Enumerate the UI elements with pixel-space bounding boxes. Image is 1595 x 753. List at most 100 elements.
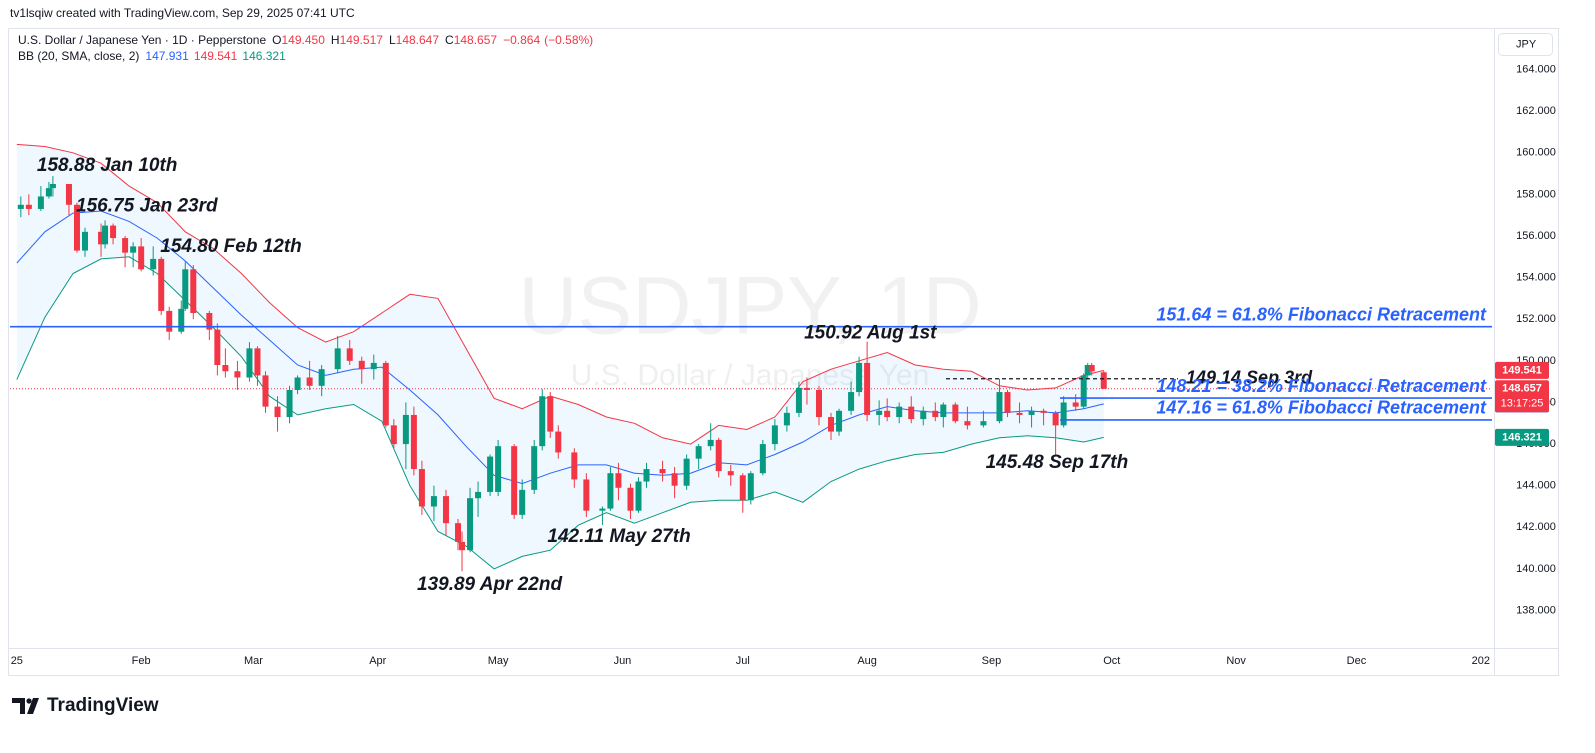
candle-body	[262, 375, 269, 407]
candle-body	[98, 231, 105, 245]
candle-body	[739, 475, 746, 501]
candle-body	[150, 258, 157, 270]
candle-body	[166, 310, 173, 332]
indicator-value: 146.321	[242, 49, 286, 63]
candle-body	[122, 238, 129, 253]
candle-body	[643, 469, 650, 482]
candle-body	[920, 410, 927, 420]
candle-body	[828, 417, 835, 432]
y-tick-label: 158.000	[1516, 188, 1556, 200]
annotation: 156.75 Jan 23rd	[76, 195, 218, 216]
x-tick-label: Mar	[244, 655, 263, 667]
candle-body	[178, 308, 185, 332]
y-tick-label: 152.000	[1516, 313, 1556, 325]
chart-frame	[8, 28, 1559, 676]
ohlc-value: 148.657	[454, 33, 498, 47]
candle-body	[932, 410, 939, 418]
candle-body	[1004, 392, 1011, 413]
watermark-symbol: USDJPY, 1D	[518, 261, 981, 352]
x-tick-label: Nov	[1226, 655, 1246, 667]
currency-label[interactable]: JPY	[1516, 38, 1537, 50]
candle-body	[980, 421, 987, 426]
candle-body	[459, 541, 466, 551]
candle-body	[442, 496, 449, 524]
price-tag-label: 146.321	[1502, 431, 1542, 443]
y-tick-label: 154.000	[1516, 272, 1556, 284]
candle-body	[65, 183, 72, 205]
level-label: 148.21 = 38.2% Fibonacci Retracement	[1156, 376, 1487, 396]
countdown-label: 13:17:25	[1501, 398, 1544, 410]
x-tick-label: Aug	[857, 655, 877, 667]
candle-body	[876, 410, 883, 415]
x-tick-label: May	[488, 655, 509, 667]
candle-body	[727, 471, 734, 476]
candle-body	[222, 365, 229, 372]
candle-body	[82, 231, 89, 251]
band-lower-line	[16, 256, 1104, 570]
candle-body	[583, 479, 590, 511]
candle-body	[1072, 402, 1079, 407]
indicator-value: 147.931	[145, 49, 189, 63]
candle-body	[370, 362, 377, 370]
y-tick-label: 144.000	[1516, 480, 1556, 492]
candle-body	[306, 377, 313, 386]
price-tag	[1495, 428, 1549, 446]
candle-body	[607, 473, 614, 509]
candle-body	[190, 269, 197, 313]
candle-body	[952, 404, 959, 422]
candle-body	[25, 204, 32, 209]
candle-body	[599, 508, 606, 511]
candle-body	[73, 204, 80, 251]
x-tick-label: Sep	[982, 655, 1002, 667]
symbol-legend: U.S. Dollar / Japanese Yen · 1D · Pepper…	[18, 33, 593, 47]
band-fill	[16, 144, 1104, 569]
candle-body	[659, 469, 666, 474]
candle-body	[884, 410, 891, 418]
candle-body	[1028, 410, 1035, 415]
x-tick-label: Jul	[736, 655, 750, 667]
candle-body	[519, 489, 526, 515]
candle-body	[896, 406, 903, 418]
candle-body	[286, 389, 293, 418]
x-tick-label: Oct	[1103, 655, 1120, 667]
x-tick-label: 202	[1472, 655, 1490, 667]
ohlc-value: 148.647	[396, 33, 440, 47]
currency-button[interactable]	[1498, 33, 1553, 56]
ohlc-prefix: C	[445, 33, 454, 47]
candle-body	[487, 456, 494, 492]
y-tick-label: 162.000	[1516, 105, 1556, 117]
candle-body	[130, 246, 137, 253]
candle-body	[382, 362, 389, 426]
candle-body	[455, 523, 462, 542]
candle-body	[964, 421, 971, 426]
candle-body	[747, 473, 754, 501]
change-percent: (−0.58%)	[544, 33, 593, 47]
candle-body	[547, 396, 554, 432]
annotation: 154.80 Feb 12th	[160, 236, 302, 257]
band-upper-line	[16, 143, 1104, 445]
candle-body	[627, 487, 634, 511]
x-tick-label: Apr	[369, 655, 386, 667]
candle-body	[635, 481, 642, 511]
annotation: 158.88 Jan 10th	[37, 155, 177, 176]
plot-area: 151.64 = 61.8% Fibonacci Retracement 149.…	[10, 143, 1492, 595]
candle-body	[815, 389, 822, 418]
candle-body	[206, 312, 213, 330]
candle-body	[182, 269, 189, 309]
candle-body	[158, 258, 165, 311]
candle-body	[294, 377, 301, 390]
indicator-name: BB (20, SMA, close, 2)	[18, 49, 139, 63]
candle-body	[1016, 412, 1023, 415]
ohlc-prefix: L	[389, 33, 396, 47]
candle-body	[1100, 372, 1107, 389]
candle-body	[908, 406, 915, 420]
candle-body	[467, 498, 474, 551]
candle-body	[1052, 412, 1059, 426]
candle-body	[511, 446, 518, 515]
level-label: 149.14 Sep 3rd	[1186, 367, 1313, 387]
candle-body	[707, 439, 714, 447]
candle-body	[864, 362, 871, 415]
x-tick-label: Dec	[1347, 655, 1367, 667]
candle-body	[346, 348, 353, 361]
